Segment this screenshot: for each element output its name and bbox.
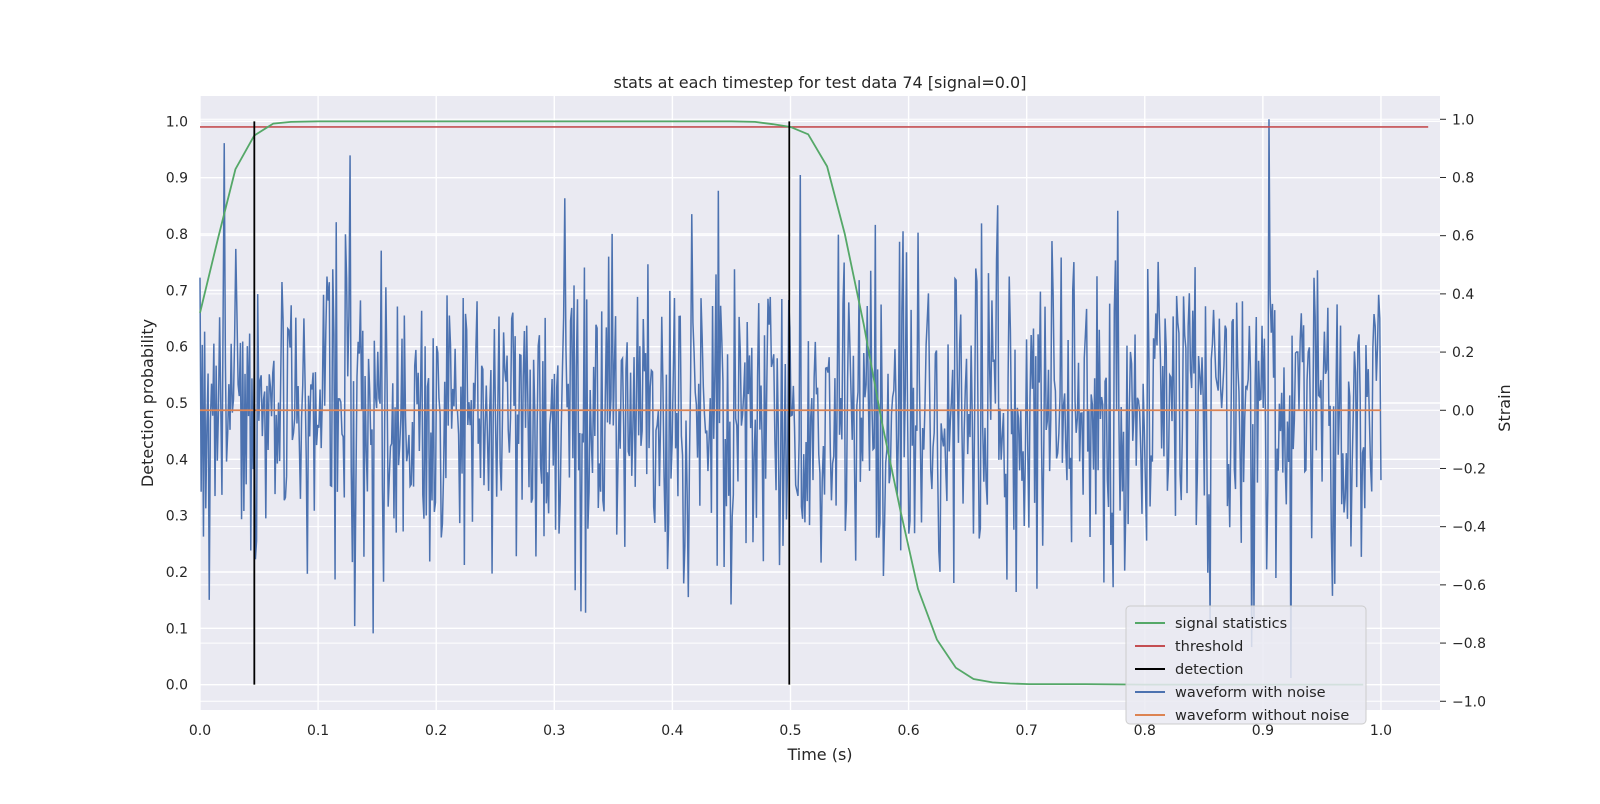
tick-labels: 0.0 0.1 0.2 0.3 0.4 0.5 0.6 0.7 0.8 0.9 1.0 0.0 0.1 0… bbox=[166, 112, 1486, 739]
y-right-tick-label: 0.4 bbox=[1452, 287, 1474, 303]
x-tick-label: 0.4 bbox=[661, 723, 683, 739]
x-tick-label: 0.5 bbox=[779, 723, 801, 739]
legend-label: waveform with noise bbox=[1175, 685, 1326, 701]
x-tick-label: 0.1 bbox=[307, 723, 329, 739]
legend-label: threshold bbox=[1175, 639, 1243, 655]
y-left-tick-label: 0.7 bbox=[166, 283, 188, 299]
series-waveform-with-noise bbox=[199, 119, 1382, 678]
y-right-tick-label: −0.4 bbox=[1452, 520, 1486, 536]
y-right-tick-label: −1.0 bbox=[1452, 694, 1486, 710]
series-signal-statistics bbox=[199, 120, 1364, 686]
x-tick-label: 0.9 bbox=[1252, 723, 1274, 739]
y-left-tick-label: 0.5 bbox=[166, 396, 188, 412]
y-left-tick-label: 0.0 bbox=[166, 678, 188, 694]
y-left-tick-label: 0.4 bbox=[166, 452, 188, 468]
y-left-tick-label: 1.0 bbox=[166, 114, 188, 130]
series-layer bbox=[199, 119, 1429, 686]
legend-box bbox=[1125, 605, 1367, 725]
y-right-tick-label: −0.8 bbox=[1452, 636, 1486, 652]
legend-label: detection bbox=[1175, 662, 1243, 678]
y-right-tick-label: 0.6 bbox=[1452, 229, 1474, 245]
x-tick-label: 0.6 bbox=[897, 723, 919, 739]
y-axis-left-title: Detection probability bbox=[138, 319, 157, 487]
y-left-tick-label: 0.3 bbox=[166, 509, 188, 525]
y-right-tick-label: −0.6 bbox=[1452, 578, 1486, 594]
x-tick-label: 0.8 bbox=[1134, 723, 1156, 739]
y-axis-right-title: Strain bbox=[1495, 384, 1514, 431]
x-tick-label: 0.3 bbox=[543, 723, 565, 739]
y-right-tick-label: 0.8 bbox=[1452, 170, 1474, 186]
x-tick-label: 1.0 bbox=[1370, 723, 1392, 739]
x-tick-label: 0.7 bbox=[1016, 723, 1038, 739]
x-tick-label: 0.0 bbox=[189, 723, 211, 739]
y-right-tick-label: 0.2 bbox=[1452, 345, 1474, 361]
y-right-tick-label: 0.0 bbox=[1452, 403, 1474, 419]
x-tick-label: 0.2 bbox=[425, 723, 447, 739]
legend: signal statistics threshold detection wavef… bbox=[1125, 605, 1367, 725]
y-left-tick-label: 0.8 bbox=[166, 227, 188, 243]
x-axis-title: Time (s) bbox=[786, 745, 852, 764]
chart-title: stats at each timestep for test data 74 … bbox=[614, 73, 1027, 92]
y-left-tick-label: 0.2 bbox=[166, 565, 188, 581]
y-left-tick-label: 0.1 bbox=[166, 621, 188, 637]
y-left-tick-label: 0.6 bbox=[166, 340, 188, 356]
legend-label: signal statistics bbox=[1175, 616, 1287, 632]
y-right-tick-label: 1.0 bbox=[1452, 112, 1474, 128]
legend-label: waveform without noise bbox=[1175, 708, 1349, 724]
y-right-tick-label: −0.2 bbox=[1452, 461, 1486, 477]
y-left-tick-label: 0.9 bbox=[166, 171, 188, 187]
